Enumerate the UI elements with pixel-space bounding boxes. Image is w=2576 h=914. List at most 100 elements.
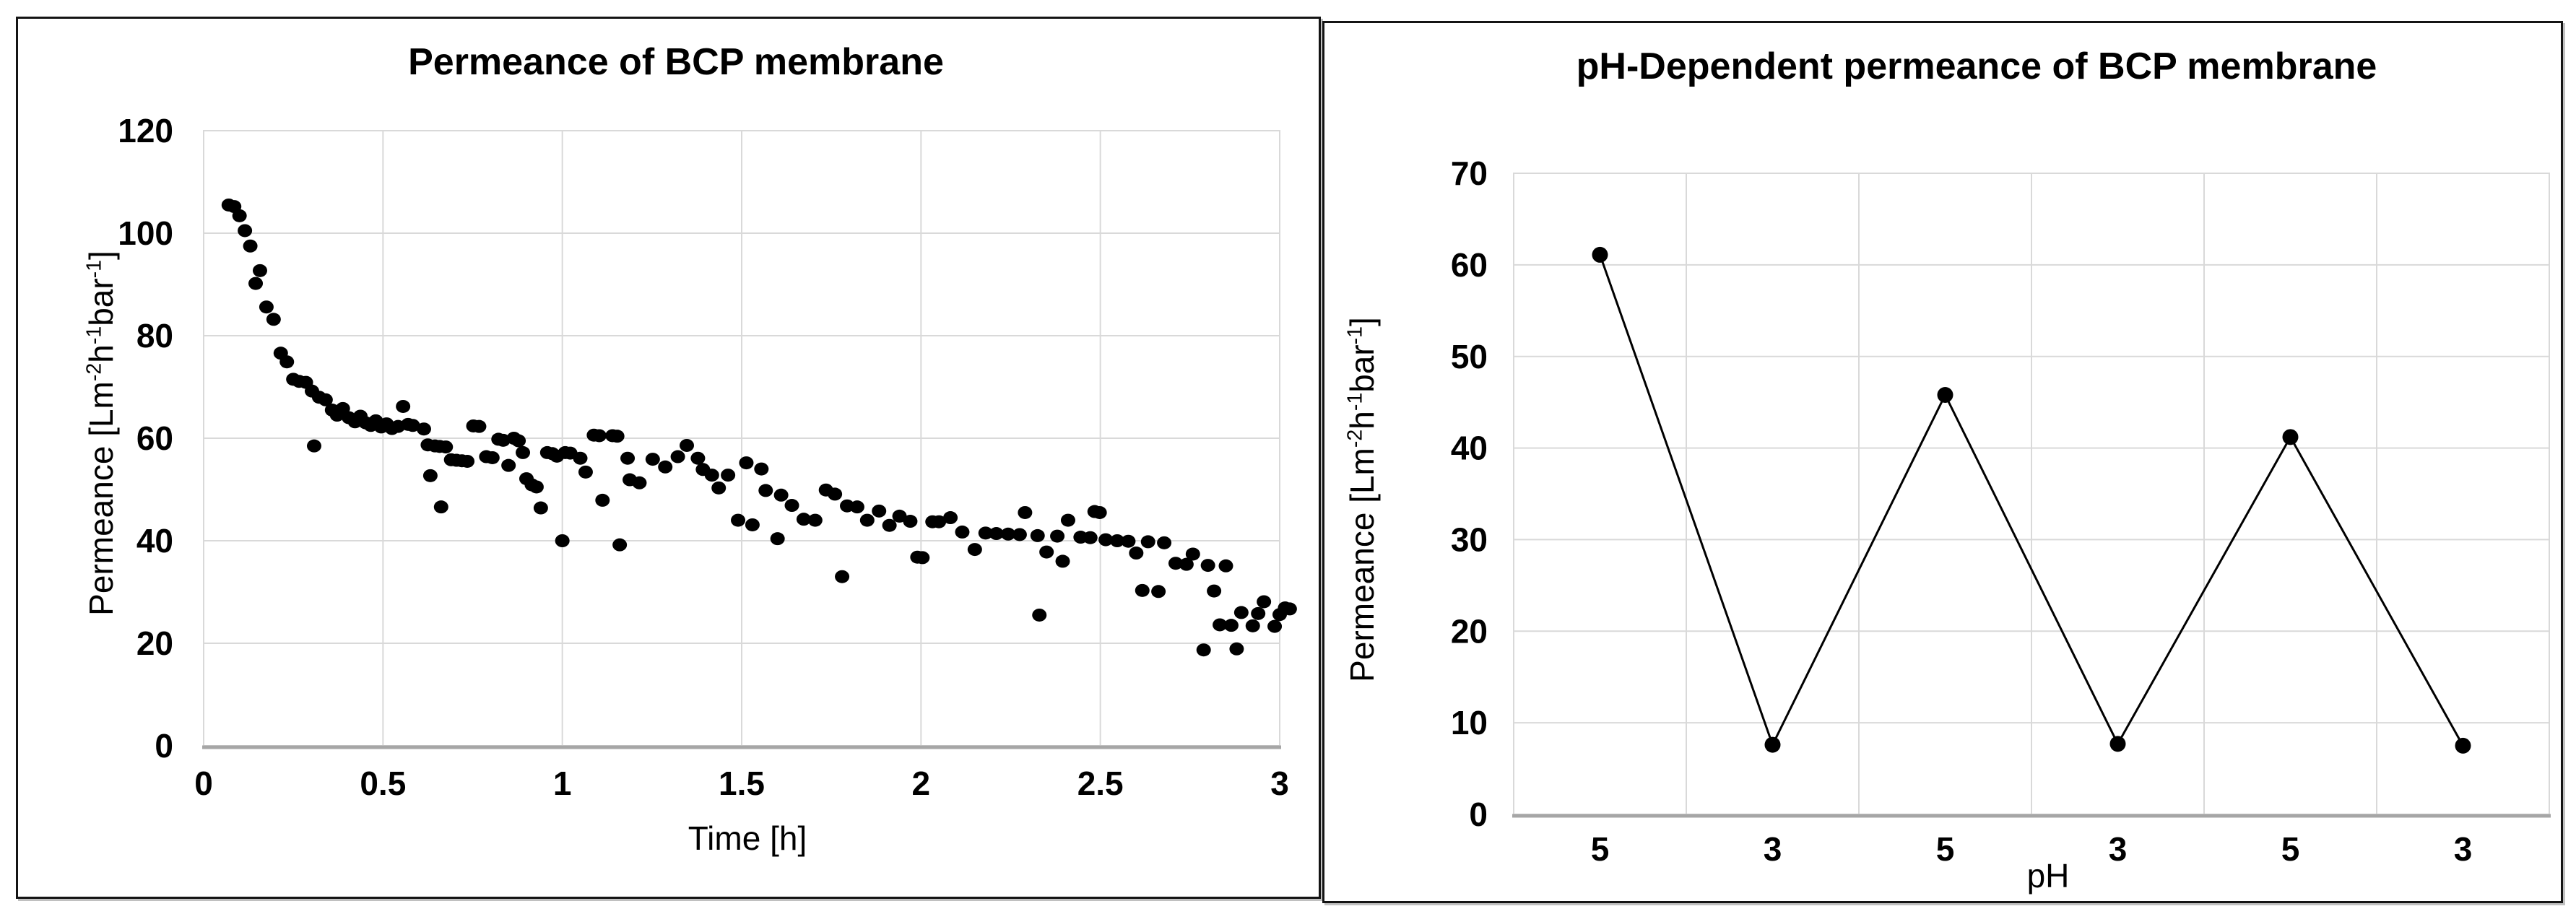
scatter-point (859, 513, 875, 527)
scatter-point (1098, 533, 1114, 547)
scatter-point (243, 239, 258, 253)
x-tick-label: 0 (194, 765, 213, 802)
y-tick-label: 60 (1451, 246, 1488, 284)
line-marker-point (2282, 429, 2299, 445)
left-x-axis-title: Time [h] (688, 819, 807, 857)
scatter-point (252, 264, 267, 277)
scatter-point (422, 469, 438, 482)
scatter-point (1018, 505, 1033, 519)
y-tick-label: 40 (1451, 430, 1488, 467)
scatter-point (238, 224, 253, 238)
scatter-point (721, 469, 736, 482)
scatter-point (835, 570, 850, 583)
scatter-point (978, 526, 993, 540)
scatter-point (612, 538, 628, 552)
scatter-point (1229, 642, 1244, 656)
scatter-point (989, 527, 1004, 541)
left-chart-title: Permeance of BCP membrane (408, 41, 944, 83)
scatter-point (915, 551, 930, 565)
scatter-point (1092, 505, 1107, 519)
scatter-point (882, 518, 897, 532)
scatter-point (967, 543, 982, 557)
scatter-point (248, 277, 264, 290)
scatter-point (658, 460, 673, 474)
scatter-point (573, 451, 588, 465)
x-tick-label: 3 (1270, 765, 1289, 802)
left-chart-panel: Permeance of BCP membrane Permeance [Lm-… (16, 17, 1321, 899)
y-tick-label: 80 (136, 317, 173, 354)
scatter-point (1168, 557, 1183, 570)
scatter-point (1257, 595, 1272, 609)
scatter-point (1200, 559, 1215, 573)
scatter-point (680, 438, 695, 452)
scatter-point (645, 453, 660, 466)
scatter-point (711, 481, 727, 495)
scatter-point (1032, 608, 1047, 622)
scatter-point (754, 462, 769, 476)
right-chart-title: pH-Dependent permeance of BCP membrane (1576, 45, 2377, 87)
y-tick-label: 0 (1469, 796, 1488, 833)
y-tick-label: 60 (136, 419, 173, 457)
y-tick-label: 30 (1451, 521, 1488, 559)
scatter-point (1055, 554, 1070, 568)
scatter-point (460, 454, 475, 468)
scatter-point (849, 500, 864, 514)
x-category-label: 3 (2109, 830, 2128, 868)
scatter-point (943, 511, 958, 525)
scatter-point (955, 525, 970, 539)
y-tick-label: 100 (118, 214, 173, 252)
scatter-point (1039, 545, 1054, 559)
scatter-point (773, 488, 789, 502)
scatter-point (1050, 529, 1065, 543)
scatter-point (610, 430, 625, 443)
x-tick-label: 0.5 (360, 765, 406, 802)
scatter-point (704, 469, 719, 482)
scatter-point (1151, 585, 1166, 599)
y-tick-label: 70 (1451, 154, 1488, 192)
scatter-point (632, 476, 647, 489)
scatter-point (232, 209, 247, 222)
scatter-point (1157, 536, 1172, 549)
scatter-point (578, 465, 593, 479)
scatter-point (595, 493, 610, 507)
scatter-point (690, 451, 706, 465)
scatter-point (472, 419, 487, 433)
y-tick-label: 40 (136, 522, 173, 560)
scatter-point (405, 419, 420, 432)
scatter-point (1196, 643, 1211, 657)
scatter-point (670, 450, 685, 463)
y-tick-label: 0 (155, 727, 173, 765)
y-tick-label: 20 (136, 624, 173, 662)
scatter-point (1179, 557, 1194, 571)
y-tick-label: 120 (118, 112, 173, 149)
scatter-point (739, 456, 754, 470)
y-tick-label: 10 (1451, 704, 1488, 741)
scatter-point (1251, 606, 1266, 620)
x-tick-label: 2.5 (1077, 765, 1124, 802)
line-marker-point (1937, 386, 1953, 403)
scatter-point (770, 532, 785, 546)
data-line (1599, 254, 2464, 748)
scatter-point (433, 500, 448, 514)
scatter-point (438, 440, 454, 454)
x-tick-label: 2 (912, 765, 931, 802)
scatter-point (903, 515, 918, 528)
right-x-axis-title: pH (2026, 857, 2070, 895)
line-marker-point (2455, 737, 2471, 754)
scatter-point (495, 433, 511, 447)
line-marker-point (1764, 736, 1781, 753)
scatter-point (731, 513, 746, 527)
scatter-point (266, 313, 281, 326)
y-tick-label: 50 (1451, 338, 1488, 375)
scatter-point (872, 504, 887, 518)
line-marker-point (1592, 246, 1608, 263)
right-chart-panel: pH-Dependent permeance of BCP membrane P… (1322, 21, 2563, 903)
scatter-point (1110, 534, 1125, 547)
scatter-point (259, 300, 274, 314)
scatter-point (416, 422, 431, 436)
scatter-point (1207, 584, 1222, 598)
scatter-point (1185, 547, 1200, 561)
scatter-point (1245, 619, 1260, 632)
left-chart-plot-area: 0 20 40 60 80 100 120 0 0.5 1 1.5 2 2.5 3 (118, 112, 1297, 802)
